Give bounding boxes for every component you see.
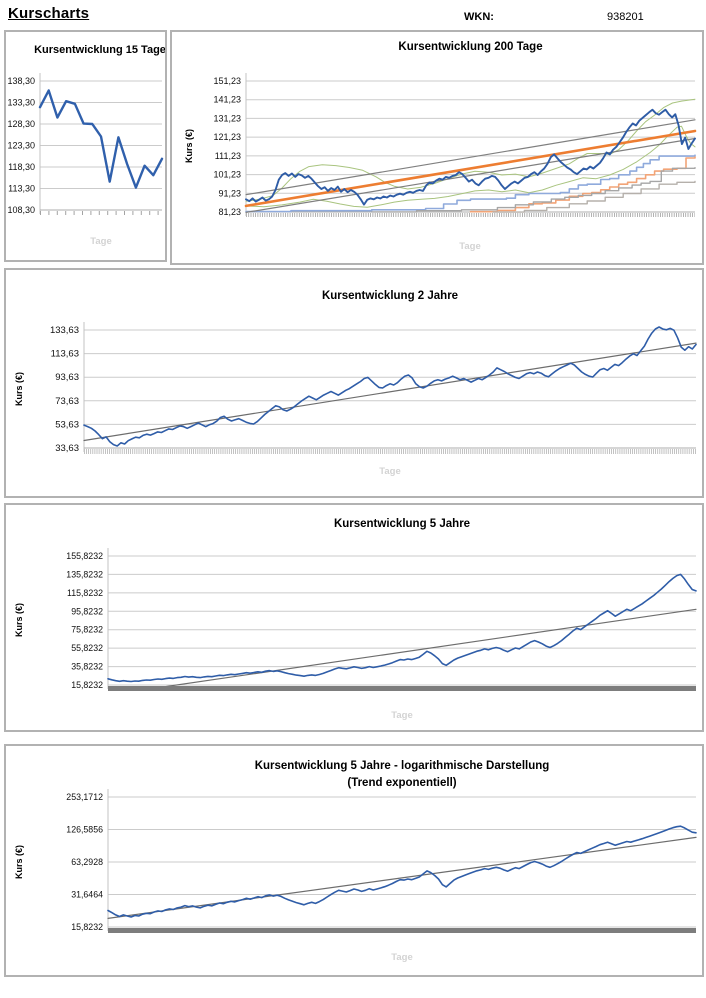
svg-text:91,23: 91,23 [218, 188, 241, 198]
wkn-value: 938201 [607, 11, 644, 23]
svg-text:141,23: 141,23 [213, 95, 241, 105]
svg-text:128,30: 128,30 [7, 119, 35, 129]
x-axis-label-watermark: Tage [391, 952, 413, 963]
svg-text:113,63: 113,63 [51, 349, 79, 360]
y-axis-title: Kurs (€) [14, 603, 24, 638]
svg-text:126,5856: 126,5856 [66, 825, 103, 835]
svg-text:133,63: 133,63 [50, 325, 79, 336]
chart-canvas-15-tage: 138,30 133,30 128,30 123,30 118,30 113,30 108,… [7, 73, 164, 215]
svg-text:133,30: 133,30 [7, 98, 35, 108]
chart-panel-5-jahre-log: Kursentwicklung 5 Jahre - logarithmische… [4, 744, 704, 977]
chart-canvas-200-tage: 151,23 141,23 131,23 121,23 111,23 101,23 91,2… [213, 73, 697, 217]
chart-canvas-5-jahre: 155,8232 135,8232 115,8232 95,8232 75,8232 55… [66, 548, 697, 691]
svg-text:121,23: 121,23 [213, 132, 241, 142]
svg-text:31,6464: 31,6464 [71, 890, 103, 900]
chart-panel-2-jahre: Kursentwicklung 2 Jahre Kurs (€) 133,63 1… [4, 268, 704, 498]
y-axis-title: Kurs (€) [14, 372, 24, 407]
svg-text:108,30: 108,30 [7, 205, 35, 215]
chart-subtitle-5-jahre-log: (Trend exponentiell) [347, 777, 457, 789]
chart-panel-15-tage: Kursentwicklung 15 Tage 138,30 133,30 128,… [4, 30, 167, 262]
svg-text:33,63: 33,63 [55, 443, 79, 454]
chart-title-200-tage: Kursentwicklung 200 Tage [398, 41, 543, 53]
svg-text:93,63: 93,63 [55, 372, 79, 383]
page-title: Kurscharts [8, 5, 90, 22]
chart-panel-5-jahre: Kursentwicklung 5 Jahre Kurs (€) 155,823… [4, 503, 704, 732]
svg-text:138,30: 138,30 [7, 76, 35, 86]
x-axis-label-watermark: Tage [90, 236, 112, 247]
svg-text:113,30: 113,30 [8, 184, 35, 194]
svg-text:73,63: 73,63 [55, 396, 79, 407]
wkn-label: WKN: [464, 11, 494, 23]
y-axis-title: Kurs (€) [14, 845, 24, 880]
svg-text:15,8232: 15,8232 [71, 922, 103, 932]
x-axis-label-watermark: Tage [391, 710, 413, 721]
svg-text:253,1712: 253,1712 [66, 792, 103, 802]
chart-panel-200-tage: Kursentwicklung 200 Tage Kurs (€) 151,23… [170, 30, 704, 265]
svg-text:75,8232: 75,8232 [71, 625, 103, 635]
svg-text:101,23: 101,23 [213, 170, 241, 180]
y-axis-title: Kurs (€) [184, 129, 194, 164]
svg-text:118,30: 118,30 [8, 162, 35, 172]
svg-text:155,8232: 155,8232 [66, 551, 103, 561]
svg-text:35,8232: 35,8232 [71, 662, 103, 672]
svg-text:95,8232: 95,8232 [71, 606, 103, 616]
chart-title-15-tage: Kursentwicklung 15 Tage [34, 44, 166, 56]
svg-text:135,8232: 135,8232 [66, 569, 103, 579]
svg-text:55,8232: 55,8232 [71, 643, 103, 653]
svg-text:15,8232: 15,8232 [71, 680, 103, 690]
chart-canvas-2-jahre: 133,63 113,63 93,63 73,63 53,63 33,63 [50, 322, 697, 454]
svg-text:81,23: 81,23 [218, 207, 241, 217]
svg-text:131,23: 131,23 [213, 113, 241, 123]
chart-title-2-jahre: Kursentwicklung 2 Jahre [321, 290, 459, 302]
svg-text:111,23: 111,23 [215, 151, 241, 161]
svg-text:63,2928: 63,2928 [71, 857, 103, 867]
svg-text:115,8232: 115,8232 [67, 588, 103, 598]
x-axis-label-watermark: Tage [379, 466, 401, 477]
chart-title-5-jahre-log: Kursentwicklung 5 Jahre - logarithmische… [254, 760, 550, 772]
x-axis-label-watermark: Tage [459, 241, 481, 252]
chart-canvas-5-jahre-log: 253,1712 126,5856 63,2928 31,6464 15,8232 [66, 789, 697, 933]
chart-title-5-jahre: Kursentwicklung 5 Jahre [333, 518, 471, 530]
svg-text:123,30: 123,30 [7, 141, 35, 151]
svg-text:151,23: 151,23 [213, 76, 241, 86]
svg-text:53,63: 53,63 [55, 419, 79, 430]
